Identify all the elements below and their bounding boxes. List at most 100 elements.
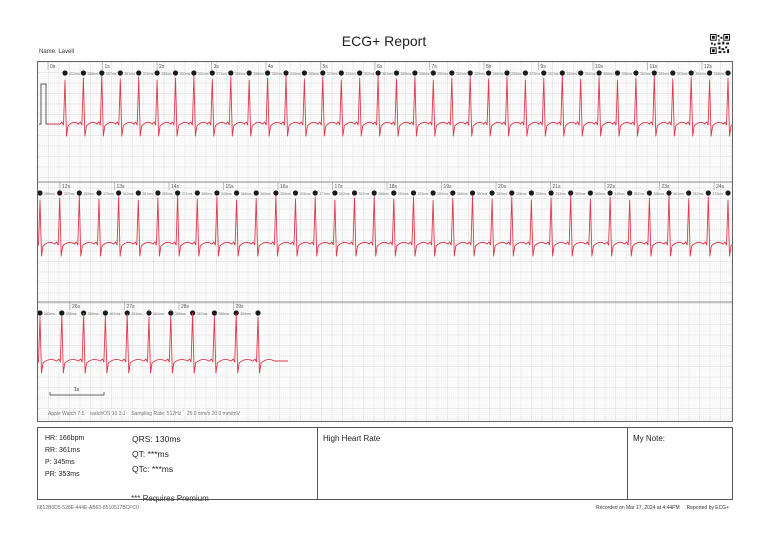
r-peak-marker xyxy=(412,70,418,76)
r-peak-marker xyxy=(135,190,141,196)
r-peak-marker xyxy=(154,70,160,76)
r-peak-marker xyxy=(489,190,495,196)
r-peak-marker xyxy=(450,190,456,196)
r-peak-marker xyxy=(548,190,554,196)
r-peak-marker xyxy=(292,190,299,196)
second-label: 27s xyxy=(127,304,136,310)
rr-interval-label: 372ms xyxy=(712,192,723,196)
rr-interval-label: 358ms xyxy=(253,72,264,76)
rr-interval-label: 361ms xyxy=(124,72,135,76)
calibration-pulse xyxy=(39,83,48,125)
pr-value: PR: 353ms xyxy=(45,471,80,478)
rr-interval-label: 352ms xyxy=(496,192,507,196)
r-peak-marker xyxy=(509,190,515,196)
r-peak-marker xyxy=(688,70,694,76)
r-peak-marker xyxy=(666,190,672,196)
rr-interval-label: 386ms xyxy=(87,72,98,76)
rr-interval-label: 362ms xyxy=(123,192,134,196)
rr-interval-label: 374ms xyxy=(143,72,154,76)
r-peak-marker xyxy=(449,70,455,76)
rr-interval-label: 355ms xyxy=(218,312,229,316)
r-peak-marker xyxy=(587,190,594,196)
second-label: 10s xyxy=(595,64,604,70)
r-peak-marker xyxy=(486,70,492,76)
rr-interval-label: 371ms xyxy=(216,72,227,76)
rr-interval-label: 363ms xyxy=(456,72,467,76)
r-peak-marker xyxy=(568,190,574,196)
second-label: 21s xyxy=(553,184,562,190)
r-peak-marker xyxy=(596,70,602,76)
ecg-waveform: 0s 1s 2s 3s 4s 5s 6s 7s 8s 9s 10s 11s 12s 412ms 386ms 3… xyxy=(38,62,732,421)
rr-interval-label: 359ms xyxy=(594,192,605,196)
r-peak-marker xyxy=(391,190,397,196)
ecg-trace xyxy=(38,312,288,374)
r-peak-marker xyxy=(607,190,613,196)
rr-interval-label: 371ms xyxy=(319,192,330,196)
rr-interval-label: 368ms xyxy=(603,72,614,76)
r-peak-marker xyxy=(99,70,105,76)
rr-interval-label: 352ms xyxy=(364,72,375,76)
report-title: ECG+ Report xyxy=(341,33,427,49)
premium-notice: *** Requires Premium xyxy=(131,494,209,503)
r-peak-marker xyxy=(627,190,633,196)
r-peak-marker xyxy=(725,70,731,76)
my-note-label: My Note: xyxy=(633,434,666,443)
rr-interval-label: 357ms xyxy=(64,192,75,196)
second-label: 12s xyxy=(62,184,71,190)
ecg-device-info: Apple Watch 7.5 watchOS 10.3.1 Sampling … xyxy=(48,411,240,417)
r-peak-marker xyxy=(351,190,358,196)
rr-interval-label: 358ms xyxy=(714,72,725,76)
ecg-grid xyxy=(38,62,732,421)
rr-interval-label: 370ms xyxy=(327,72,338,76)
rr-interval-label: 353ms xyxy=(300,192,311,196)
r-peak-marker xyxy=(116,190,122,196)
r-peak-marker xyxy=(686,190,692,196)
reported-by: Reported by ECG+ xyxy=(686,505,729,511)
second-label: 24s xyxy=(716,184,725,190)
r-peak-marker xyxy=(522,70,528,76)
second-label: 18s xyxy=(389,184,398,190)
ecg-trace xyxy=(48,75,732,137)
r-peak-marker xyxy=(80,70,86,76)
second-label: 26s xyxy=(72,304,81,310)
rr-interval-label: 412ms xyxy=(69,72,80,76)
rr-interval-label: 352ms xyxy=(693,192,704,196)
r-peak-marker xyxy=(301,70,307,76)
r-peak-marker xyxy=(332,190,338,196)
qtc-value: QTc: ***ms xyxy=(132,464,174,474)
r-peak-marker xyxy=(38,310,43,316)
r-peak-marker xyxy=(651,70,657,76)
rr-interval-label: 362ms xyxy=(272,72,283,76)
rr-interval-label: 352ms xyxy=(83,192,94,196)
r-peak-marker xyxy=(430,70,436,76)
second-label: 17s xyxy=(335,184,344,190)
second-label: 0s xyxy=(50,64,56,70)
ecg-trace xyxy=(38,195,732,257)
rr-interval-label: 355ms xyxy=(511,72,522,76)
r-peak-marker xyxy=(312,190,318,196)
r-peak-marker xyxy=(146,310,152,316)
r-peak-marker xyxy=(528,190,534,196)
rr-interval-label: 356ms xyxy=(622,72,633,76)
rr-interval-label: 360ms xyxy=(575,192,586,196)
r-peak-marker xyxy=(255,310,261,316)
rr-interval-label: 353ms xyxy=(418,192,429,196)
r-peak-marker xyxy=(191,70,197,76)
rr-interval-label: 349ms xyxy=(614,192,625,196)
r-peak-marker xyxy=(371,190,377,196)
rr-interval-label: 359ms xyxy=(474,72,485,76)
rr-interval-label: 353ms xyxy=(280,192,291,196)
rr-interval-label: 350ms xyxy=(201,192,212,196)
r-peak-marker xyxy=(705,190,711,196)
r-peak-marker xyxy=(357,70,363,76)
rr-interval-label: 361ms xyxy=(673,192,684,196)
second-label: 29s xyxy=(236,304,245,310)
second-label: 2s xyxy=(159,64,165,70)
r-peak-marker xyxy=(214,190,220,196)
rr-interval-label: 367ms xyxy=(109,312,120,316)
r-peak-marker xyxy=(62,70,68,76)
heart-rate-value: HR: 166bpm xyxy=(45,435,85,442)
rr-interval-label: 360ms xyxy=(566,72,577,76)
classification-label: High Heart Rate xyxy=(323,434,381,443)
rr-interval-label: 360ms xyxy=(260,192,271,196)
